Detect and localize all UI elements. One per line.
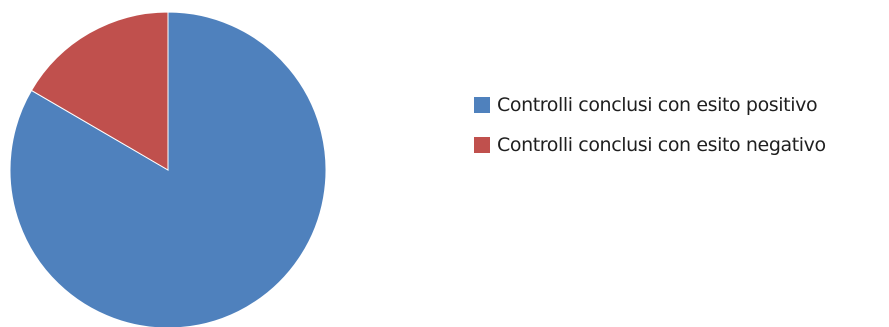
legend-item-negative: Controlli conclusi con esito negativo bbox=[474, 132, 826, 158]
pie-slice-negative bbox=[30, 11, 169, 171]
legend-label-positive: Controlli conclusi con esito positivo bbox=[497, 94, 818, 116]
legend-swatch-negative bbox=[474, 137, 490, 153]
legend-item-positive: Controlli conclusi con esito positivo bbox=[474, 92, 826, 118]
legend: Controlli conclusi con esito positivo Co… bbox=[474, 92, 826, 172]
legend-label-negative: Controlli conclusi con esito negativo bbox=[497, 134, 826, 156]
legend-swatch-positive bbox=[474, 97, 490, 113]
